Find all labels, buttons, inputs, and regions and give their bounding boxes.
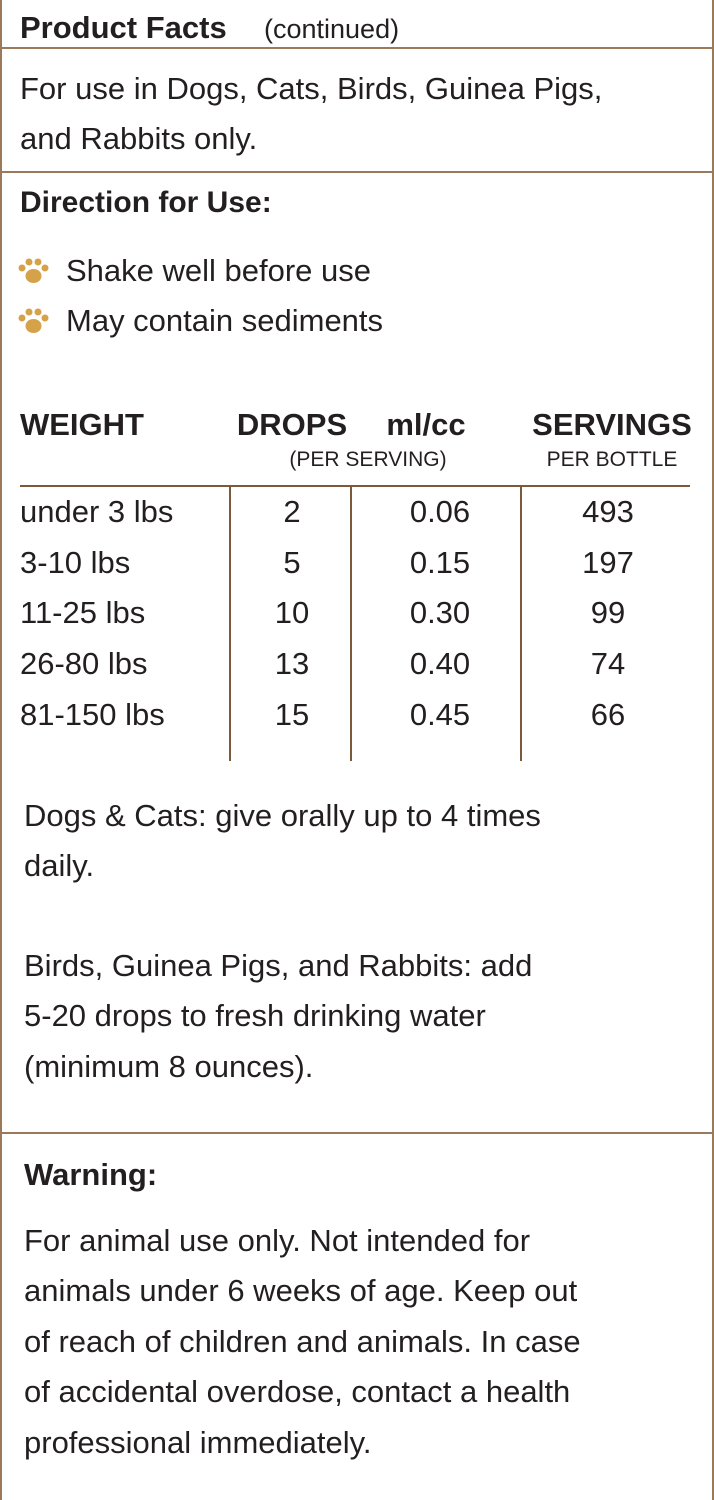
- note-line: Birds, Guinea Pigs, and Rabbits: add: [24, 947, 533, 983]
- warning-line: of accidental overdose, contact a health: [24, 1374, 571, 1410]
- paw-toe: [41, 314, 49, 322]
- column-note: (PER SERVING): [289, 448, 447, 471]
- paw-pad: [25, 269, 42, 283]
- table-rule: [20, 485, 690, 487]
- note-line: Dogs & Cats: give orally up to 4 times: [24, 797, 541, 833]
- header-subtitle: (continued): [264, 14, 400, 44]
- divider: [2, 47, 712, 49]
- bullet-text: May contain sediments: [66, 303, 384, 338]
- table-cell: 3-10 lbs: [20, 544, 131, 580]
- table-cell: 0.45: [409, 696, 471, 732]
- table-cell: 197: [582, 544, 634, 580]
- usage-line: For use in Dogs, Cats, Birds, Guinea Pig…: [20, 70, 603, 106]
- divider: [2, 171, 712, 173]
- paw-toe: [18, 264, 26, 272]
- paw-pad: [25, 319, 42, 333]
- divider: [2, 1132, 712, 1134]
- warning-line: animals under 6 weeks of age. Keep out: [24, 1273, 578, 1309]
- table-cell: 0.30: [409, 595, 471, 631]
- paw-icon: [18, 258, 49, 283]
- paw-toe: [25, 308, 33, 316]
- column-note: PER BOTTLE: [546, 448, 678, 471]
- column-rule: [350, 486, 352, 761]
- table-cell: 10: [274, 595, 310, 631]
- bullet-text: Shake well before use: [66, 253, 372, 288]
- column-header: DROPS: [236, 407, 348, 442]
- paw-toe: [34, 308, 42, 316]
- usage-line: and Rabbits only.: [20, 120, 258, 156]
- column-header: WEIGHT: [20, 407, 144, 442]
- paw-toe: [34, 258, 42, 266]
- table-cell: 0.06: [409, 494, 471, 529]
- warning-line: For animal use only. Not intended for: [24, 1222, 531, 1258]
- warning-line: professional immediately.: [24, 1424, 372, 1460]
- column-rule: [229, 486, 231, 761]
- table-cell: 5: [283, 544, 301, 580]
- paw-toe: [18, 314, 26, 322]
- column-header: ml/cc: [386, 407, 466, 442]
- table-cell: 15: [274, 696, 310, 732]
- warning-title: Warning:: [24, 1157, 158, 1192]
- table-cell: 81-150 lbs: [20, 696, 165, 732]
- table-cell: 0.15: [409, 544, 471, 580]
- column-header: SERVINGS: [532, 407, 692, 442]
- directions-title: Direction for Use:: [20, 186, 272, 219]
- table-cell: 493: [582, 494, 634, 529]
- table-cell: 66: [590, 696, 626, 732]
- note-line: (minimum 8 ounces).: [24, 1048, 314, 1084]
- table-cell: 26-80 lbs: [20, 646, 148, 682]
- note-line: 5-20 drops to fresh drinking water: [24, 998, 486, 1034]
- warning-line: of reach of children and animals. In cas…: [24, 1323, 581, 1359]
- paw-toe: [25, 258, 33, 266]
- column-rule: [520, 486, 522, 761]
- table-cell: 74: [590, 646, 626, 682]
- paw-icon: [18, 308, 49, 333]
- table-cell: under 3 lbs: [20, 494, 174, 529]
- paw-toe: [41, 264, 49, 272]
- table-cell: 13: [274, 646, 310, 682]
- table-cell: 99: [590, 595, 626, 631]
- note-line: daily.: [24, 848, 95, 883]
- table-cell: 11-25 lbs: [20, 595, 146, 631]
- table-cell: 0.40: [409, 646, 471, 682]
- header-title: Product Facts: [20, 10, 227, 45]
- table-cell: 2: [283, 494, 301, 529]
